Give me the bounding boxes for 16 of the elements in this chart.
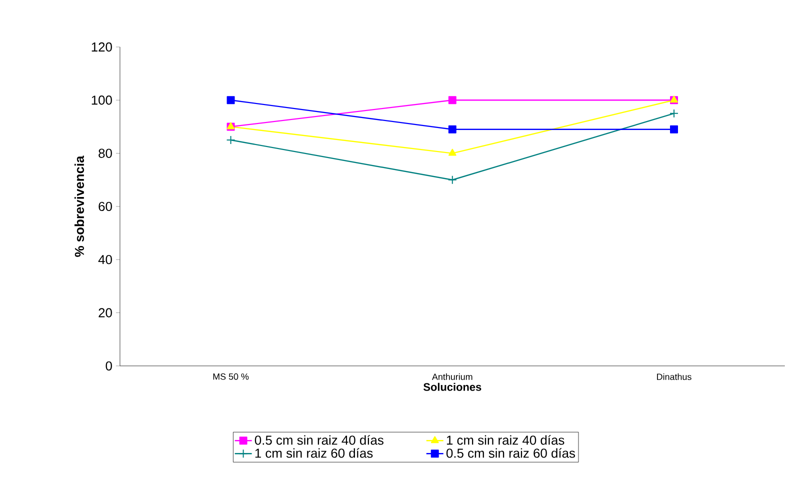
y-tick-label: 60 (98, 202, 112, 212)
legend-label: 1 cm sin raiz 60 días (255, 448, 373, 458)
x-tick-label: Dinathus (657, 373, 692, 380)
x-axis-title: Soluciones (423, 382, 482, 391)
legend-label: 0.5 cm sin raiz 40 días (254, 435, 384, 445)
legend-label: 0.5 cm sin raiz 60 días (446, 448, 576, 458)
y-axis-title: % sobrevivencia (74, 156, 84, 257)
y-tick-label: 20 (98, 308, 112, 318)
y-tick-label: 100 (92, 96, 112, 105)
x-tick-label: MS 50 % (213, 373, 249, 380)
y-tick-label: 120 (92, 42, 112, 52)
y-tick-label: 0 (106, 361, 112, 371)
y-tick-label: 40 (98, 255, 112, 264)
y-tick-label: 80 (98, 148, 112, 158)
legend-label: 1 cm sin raiz 40 días (446, 435, 564, 445)
x-tick-label: Anthurium (432, 373, 472, 380)
